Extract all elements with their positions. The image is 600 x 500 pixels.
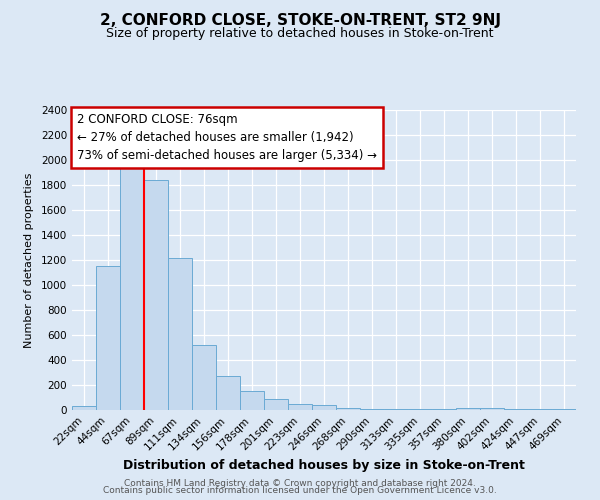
Bar [168,258,192,410]
Text: 2 CONFORD CLOSE: 76sqm
← 27% of detached houses are smaller (1,942)
73% of semi-: 2 CONFORD CLOSE: 76sqm ← 27% of detached… [77,113,377,162]
Bar [528,409,552,410]
Text: Contains public sector information licensed under the Open Government Licence v3: Contains public sector information licen… [103,486,497,495]
Bar [216,376,240,410]
Bar [144,180,168,410]
Bar [480,408,504,410]
Bar [192,345,216,410]
Bar [312,405,336,410]
Bar [240,390,264,410]
Bar [384,409,408,410]
Bar [264,400,288,410]
Y-axis label: Number of detached properties: Number of detached properties [24,172,34,348]
Text: 2, CONFORD CLOSE, STOKE-ON-TRENT, ST2 9NJ: 2, CONFORD CLOSE, STOKE-ON-TRENT, ST2 9N… [100,12,500,28]
Bar [72,406,96,410]
Bar [408,409,432,410]
Bar [120,166,144,410]
Text: Size of property relative to detached houses in Stoke-on-Trent: Size of property relative to detached ho… [106,28,494,40]
Bar [336,408,360,410]
Bar [96,266,120,410]
X-axis label: Distribution of detached houses by size in Stoke-on-Trent: Distribution of detached houses by size … [123,458,525,471]
Text: Contains HM Land Registry data © Crown copyright and database right 2024.: Contains HM Land Registry data © Crown c… [124,478,476,488]
Bar [288,404,312,410]
Bar [456,408,480,410]
Bar [504,409,528,410]
Bar [360,409,384,410]
